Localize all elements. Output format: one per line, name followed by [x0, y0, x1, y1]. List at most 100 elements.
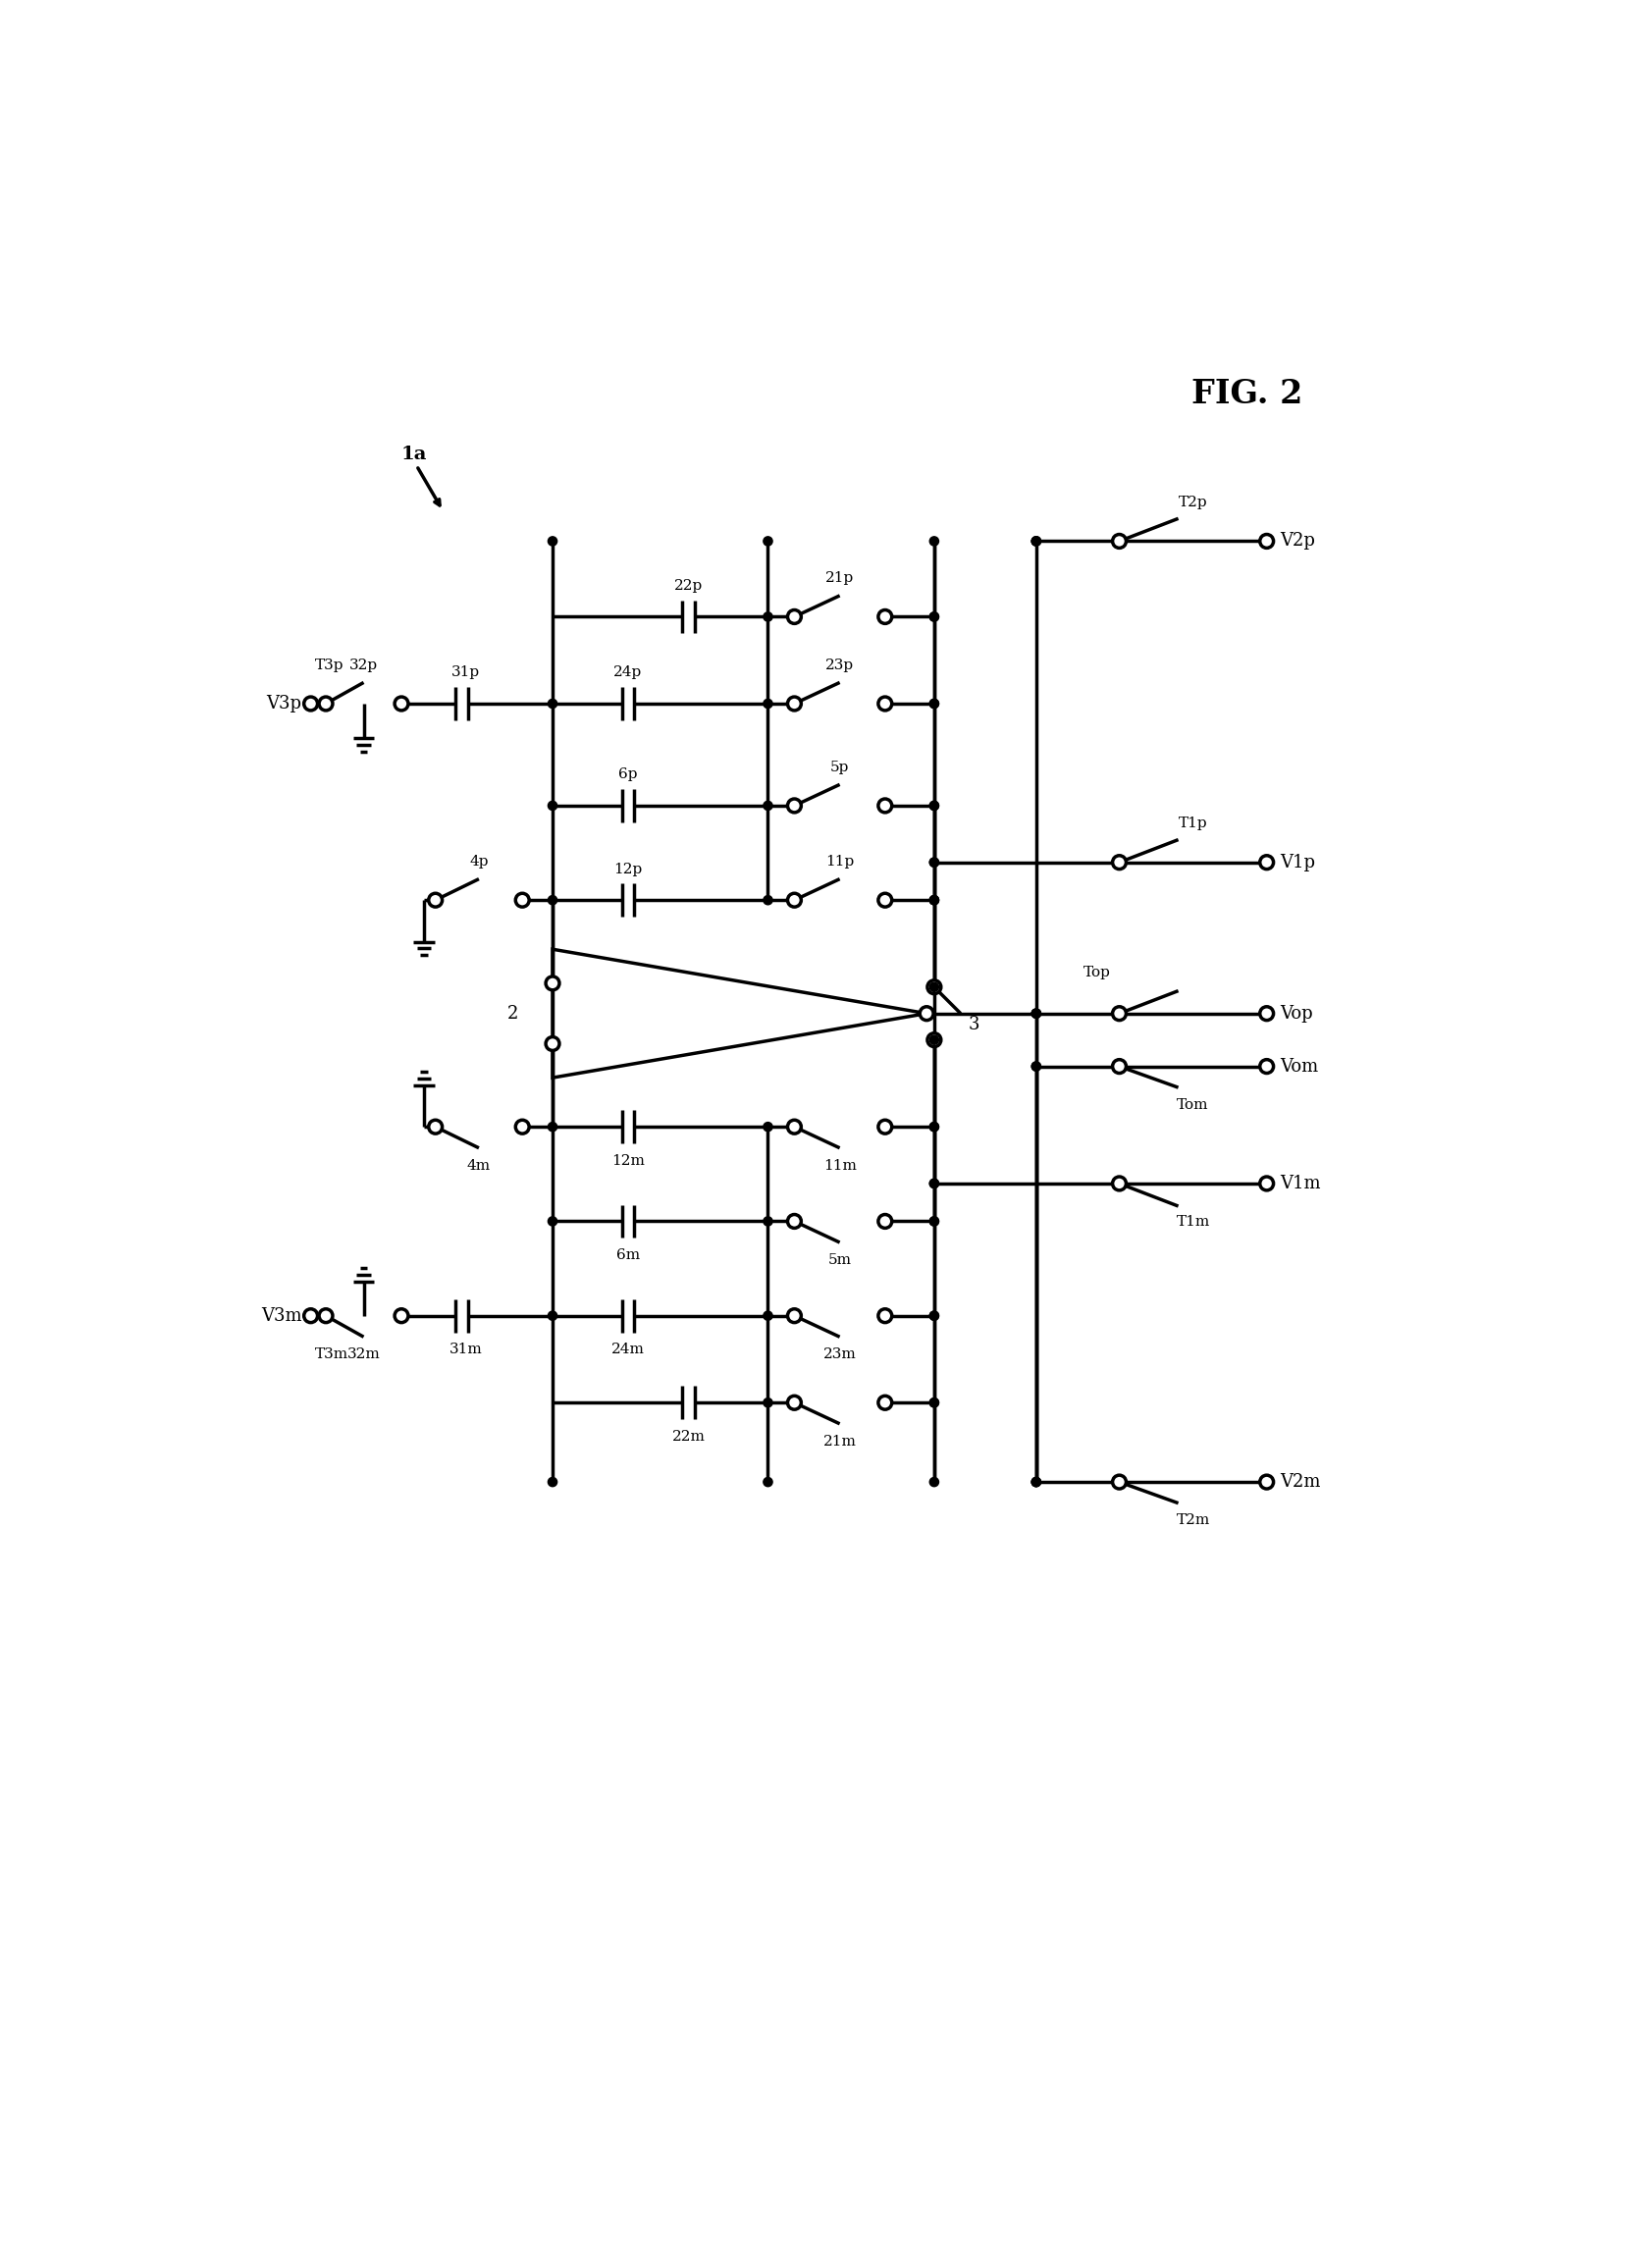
Text: 22p: 22p: [674, 578, 702, 592]
Circle shape: [1031, 538, 1041, 547]
Circle shape: [879, 1213, 892, 1227]
Circle shape: [548, 1123, 557, 1132]
Text: 2: 2: [507, 1005, 519, 1023]
Circle shape: [1031, 1009, 1041, 1018]
Circle shape: [548, 1216, 557, 1225]
Circle shape: [1260, 1474, 1274, 1488]
Text: 3: 3: [967, 1016, 979, 1034]
Text: 1a: 1a: [401, 445, 427, 463]
Circle shape: [879, 1395, 892, 1408]
Text: 6p: 6p: [619, 769, 638, 782]
Circle shape: [1113, 855, 1126, 869]
Circle shape: [548, 699, 557, 708]
Text: T1m: T1m: [1177, 1216, 1210, 1229]
Text: 22m: 22m: [671, 1429, 706, 1445]
Circle shape: [930, 699, 938, 708]
Circle shape: [879, 696, 892, 710]
Text: 32m: 32m: [347, 1347, 380, 1361]
Text: 32p: 32p: [349, 658, 378, 671]
Circle shape: [930, 1179, 938, 1188]
Circle shape: [1031, 1009, 1041, 1018]
Circle shape: [930, 538, 938, 547]
Circle shape: [930, 1311, 938, 1320]
Circle shape: [930, 612, 938, 621]
Circle shape: [930, 1179, 938, 1188]
Circle shape: [545, 978, 560, 991]
Circle shape: [395, 1309, 408, 1322]
Circle shape: [930, 1216, 938, 1225]
Circle shape: [1113, 1177, 1126, 1191]
Text: 23p: 23p: [825, 658, 855, 671]
Circle shape: [1113, 535, 1126, 549]
Circle shape: [1031, 1009, 1041, 1018]
Text: 31p: 31p: [452, 667, 480, 680]
Circle shape: [1260, 1007, 1274, 1021]
Circle shape: [930, 1216, 938, 1225]
Text: T1p: T1p: [1179, 816, 1208, 830]
Circle shape: [763, 699, 773, 708]
Circle shape: [930, 896, 938, 905]
Text: 21p: 21p: [825, 572, 855, 585]
Text: 4m: 4m: [467, 1159, 491, 1173]
Circle shape: [930, 857, 938, 866]
Circle shape: [1260, 855, 1274, 869]
Circle shape: [304, 1309, 318, 1322]
Circle shape: [1031, 1061, 1041, 1070]
Circle shape: [548, 1476, 557, 1486]
Text: V2p: V2p: [1280, 533, 1316, 551]
Circle shape: [930, 1397, 938, 1406]
Circle shape: [930, 1397, 938, 1406]
Text: Tom: Tom: [1177, 1098, 1210, 1111]
Circle shape: [429, 894, 442, 907]
Text: Top: Top: [1084, 966, 1110, 980]
Circle shape: [930, 1476, 938, 1486]
Circle shape: [516, 1120, 529, 1134]
Circle shape: [1031, 538, 1041, 547]
Text: 11p: 11p: [825, 855, 855, 869]
Circle shape: [763, 1123, 773, 1132]
Circle shape: [787, 696, 800, 710]
Text: 24p: 24p: [614, 667, 642, 680]
Circle shape: [545, 1036, 560, 1050]
Text: V3m: V3m: [260, 1306, 301, 1325]
Circle shape: [763, 896, 773, 905]
Text: 11m: 11m: [823, 1159, 856, 1173]
Text: T2m: T2m: [1177, 1513, 1210, 1526]
Text: 5p: 5p: [830, 760, 850, 773]
Circle shape: [763, 1476, 773, 1486]
Circle shape: [787, 610, 800, 624]
Circle shape: [930, 612, 938, 621]
Circle shape: [1260, 1177, 1274, 1191]
Circle shape: [787, 1213, 800, 1227]
Circle shape: [319, 1309, 332, 1322]
Circle shape: [1260, 1059, 1274, 1073]
Circle shape: [879, 610, 892, 624]
Circle shape: [548, 1311, 557, 1320]
Circle shape: [763, 1216, 773, 1225]
Circle shape: [319, 696, 332, 710]
Circle shape: [1031, 1061, 1041, 1070]
Text: Vop: Vop: [1280, 1005, 1313, 1023]
Circle shape: [516, 894, 529, 907]
Circle shape: [1113, 1007, 1126, 1021]
Circle shape: [1031, 1476, 1041, 1486]
Text: 23m: 23m: [823, 1347, 856, 1361]
Text: T2p: T2p: [1179, 497, 1208, 510]
Circle shape: [395, 696, 408, 710]
Circle shape: [930, 857, 938, 866]
Circle shape: [763, 1311, 773, 1320]
Text: 12m: 12m: [612, 1154, 645, 1168]
Circle shape: [763, 612, 773, 621]
Circle shape: [1113, 1474, 1126, 1488]
Text: FIG. 2: FIG. 2: [1192, 379, 1303, 411]
Text: 24m: 24m: [612, 1343, 645, 1356]
Circle shape: [930, 699, 938, 708]
Circle shape: [548, 538, 557, 547]
Text: V2m: V2m: [1280, 1474, 1321, 1490]
Circle shape: [787, 798, 800, 812]
Circle shape: [763, 1397, 773, 1406]
Text: V1m: V1m: [1280, 1175, 1321, 1193]
Circle shape: [1031, 1476, 1041, 1486]
Circle shape: [879, 798, 892, 812]
Circle shape: [920, 1007, 933, 1021]
